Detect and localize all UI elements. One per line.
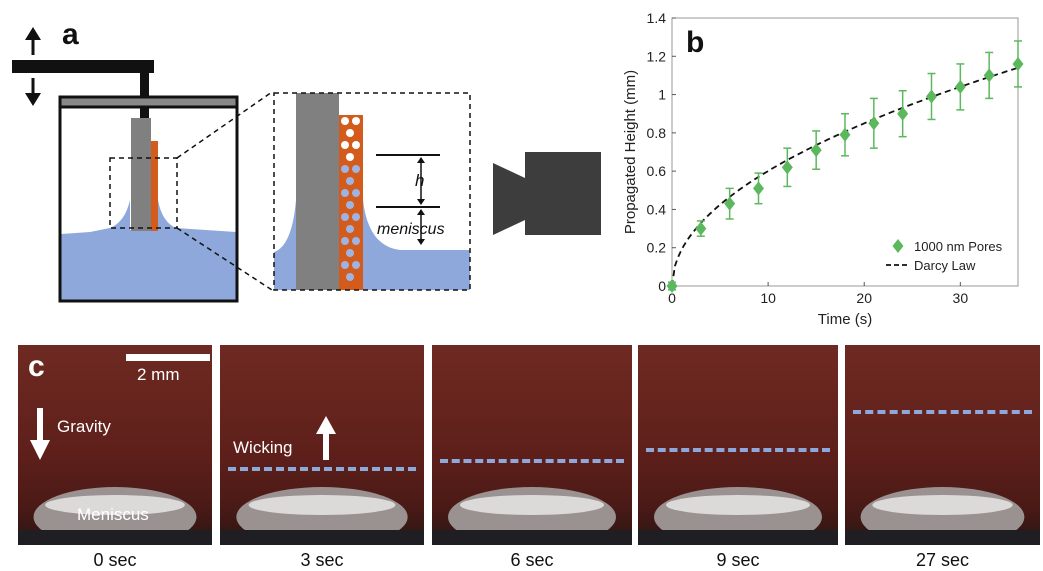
data-point <box>781 160 793 175</box>
container-walls <box>58 95 239 303</box>
pore <box>341 213 349 221</box>
plot-frame <box>671 17 1019 287</box>
pore <box>341 237 349 245</box>
zoom-region <box>109 157 178 229</box>
wicking-front-line <box>228 467 416 471</box>
y-axis-label: Propagated Height (mm) <box>622 70 639 234</box>
data-point <box>839 127 851 142</box>
data-point <box>724 196 736 211</box>
sample-rod <box>131 118 151 231</box>
pore <box>346 153 354 161</box>
x-tick-label: 0 <box>668 290 676 306</box>
holder-arm <box>12 60 154 73</box>
down-arrow-icon <box>25 78 41 106</box>
panel-a-schematic: h meniscus <box>12 27 601 303</box>
y-tick-label: 0.4 <box>647 201 667 217</box>
pore <box>352 117 360 125</box>
scale-bar <box>126 354 210 361</box>
data-point <box>983 68 995 83</box>
inset-liquid-right <box>363 200 470 290</box>
pore <box>346 129 354 137</box>
pore <box>346 201 354 209</box>
h-label: h <box>415 171 424 190</box>
pore <box>346 273 354 281</box>
pore <box>352 237 360 245</box>
pore <box>341 141 349 149</box>
scale-bar-label: 2 mm <box>137 365 180 384</box>
pore <box>341 165 349 173</box>
up-arrow-icon <box>25 27 41 55</box>
frame-image <box>845 345 1040 545</box>
pore <box>341 261 349 269</box>
x-tick-label: 30 <box>953 290 969 306</box>
data-point <box>868 116 880 131</box>
frame-image <box>638 345 838 545</box>
pore <box>341 189 349 197</box>
inset-liquid <box>274 200 296 290</box>
x-tick-label: 10 <box>760 290 776 306</box>
wicking-front-line <box>853 410 1032 414</box>
y-tick-label: 0 <box>658 278 666 294</box>
legend-marker <box>892 239 904 253</box>
y-tick-label: 1.4 <box>647 10 667 26</box>
legend-label: 1000 nm Pores <box>914 239 1003 254</box>
inset-rod <box>296 93 339 290</box>
frame-time-caption: 0 sec <box>93 550 137 570</box>
frame-image <box>18 345 212 545</box>
wicking-arrow-icon <box>316 416 336 460</box>
pore <box>352 165 360 173</box>
meniscus-annotation: meniscus <box>377 221 445 238</box>
data-point <box>926 89 937 104</box>
data-point <box>810 143 822 158</box>
legend-label: Darcy Law <box>914 258 976 273</box>
panel-c-label: c <box>28 350 45 383</box>
pore <box>352 141 360 149</box>
y-tick-label: 1.2 <box>647 48 667 64</box>
data-point <box>753 181 764 196</box>
wicking-front-line <box>646 448 830 452</box>
x-axis-label: Time (s) <box>818 311 872 328</box>
gravity-label: Gravity <box>57 417 111 436</box>
pore <box>352 261 360 269</box>
camera-icon <box>493 152 601 235</box>
holder-rod <box>140 60 149 122</box>
y-tick-label: 0.6 <box>647 163 667 179</box>
height-vs-time-chart: 0 10 20 30 0 0.2 0.4 0.6 0.8 1 1.2 1.4 Time (s) Propa… <box>622 10 1024 328</box>
pore <box>352 213 360 221</box>
frame-image <box>432 345 632 545</box>
sample-membrane <box>151 141 158 231</box>
pore <box>346 177 354 185</box>
liquid <box>61 200 236 300</box>
frame-time-caption: 27 sec <box>915 550 970 570</box>
pore <box>352 189 360 197</box>
data-point <box>695 221 707 236</box>
pore <box>341 117 349 125</box>
y-tick-label: 1 <box>658 87 666 103</box>
panel-b-label: b <box>686 26 705 59</box>
meniscus-label: Meniscus <box>77 505 149 524</box>
membrane-pores <box>341 117 360 281</box>
data-point <box>954 79 966 94</box>
frame-time-caption: 3 sec <box>300 550 344 570</box>
data-point <box>897 106 909 121</box>
zoom-inset: h meniscus <box>273 92 471 291</box>
y-tick-label: 0.8 <box>647 125 667 141</box>
frame-time-caption: 9 sec <box>716 550 760 570</box>
frame-image <box>220 345 424 545</box>
data-point <box>1012 56 1024 71</box>
pore <box>346 249 354 257</box>
data-point <box>666 279 678 293</box>
frame-time-caption: 6 sec <box>510 550 554 570</box>
x-tick-label: 20 <box>856 290 872 306</box>
pore <box>346 225 354 233</box>
wicking-label: Wicking <box>233 438 293 457</box>
y-tick-label: 0.2 <box>647 240 667 256</box>
wicking-front-line <box>440 459 624 463</box>
gravity-arrow-icon <box>30 408 50 460</box>
panel-a-label: a <box>62 18 79 51</box>
